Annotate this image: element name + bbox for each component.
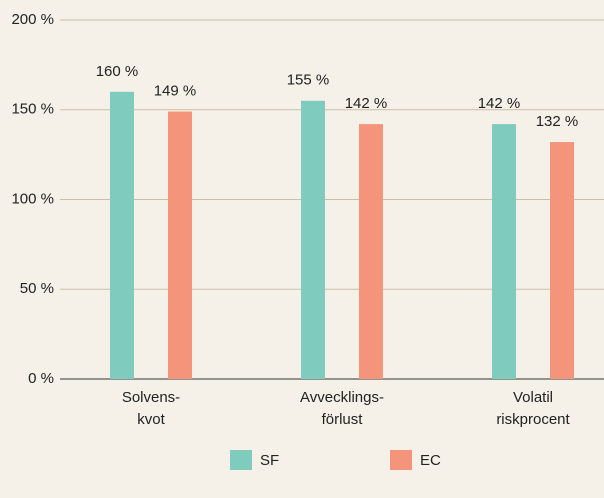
x-tick-label: Avvecklings-förlust [300,389,384,428]
value-label: 149 % [154,83,197,100]
legend-label: EC [420,452,441,469]
legend-swatch [230,450,252,470]
y-tick-label: 50 % [20,280,54,297]
bar [301,100,325,380]
x-tick-label: Volatil riskprocent [496,389,570,428]
value-label: 155 % [287,72,330,89]
y-tick-label: 150 % [11,101,54,118]
legend-label: SF [260,452,279,469]
bar [110,91,134,380]
bar [168,111,192,380]
value-label: 132 % [536,113,579,130]
legend-swatch [390,450,412,470]
value-label: 142 % [478,95,521,112]
y-tick-label: 100 % [11,190,54,207]
bar [492,124,516,379]
value-label: 160 % [96,63,139,80]
y-tick-label: 200 % [11,11,54,28]
bar [550,142,574,379]
value-label: 142 % [345,95,388,112]
x-tick-label: Solvens-kvot [122,389,180,428]
bar [359,124,383,379]
y-tick-label: 0 % [28,370,54,387]
